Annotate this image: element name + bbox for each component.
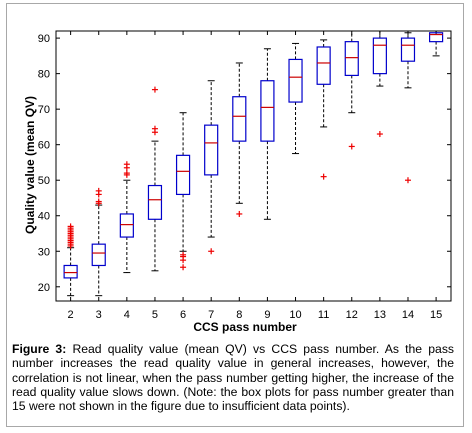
box-iqr: [232, 96, 247, 142]
box-14: [400, 32, 416, 184]
outlier-mark: [376, 131, 383, 138]
y-tick-label: 60: [38, 140, 50, 152]
x-tick-label: 13: [374, 309, 386, 321]
y-tick-label: 70: [38, 104, 50, 116]
outlier-mark: [208, 248, 215, 255]
outlier-mark: [180, 264, 187, 271]
x-tick-label: 4: [124, 309, 130, 321]
box-iqr: [119, 213, 134, 238]
x-tick-label: 5: [152, 309, 158, 321]
box-plot-chart: 20 30 40 50 60 70 80 90 2 3 4 5 6 7 8 9 10 11 12 13 14 15 CC…: [23, 30, 452, 334]
plot-area: [55, 30, 452, 302]
box-2: [63, 223, 78, 297]
box-iqr: [147, 184, 163, 220]
box-iqr: [63, 264, 78, 279]
outlier-mark: [320, 173, 327, 180]
box-9: [260, 48, 275, 220]
outlier-mark: [348, 143, 355, 150]
outlier-mark: [123, 170, 130, 177]
y-tick-label: 40: [38, 211, 50, 223]
box-iqr: [204, 124, 219, 176]
caption-label: Figure 3:: [12, 342, 67, 356]
x-tick-label: 6: [180, 309, 186, 321]
box-4: [119, 161, 134, 274]
box-iqr: [175, 154, 191, 196]
y-tick-label: 20: [38, 282, 50, 294]
outlier-mark: [67, 223, 74, 230]
box-5: [147, 86, 163, 272]
outlier-mark: [151, 125, 158, 132]
box-iqr: [316, 46, 331, 85]
x-tick-label: 3: [96, 309, 102, 321]
figure-caption: Figure 3: Read quality value (mean QV) v…: [12, 342, 454, 413]
box-iqr: [91, 243, 106, 267]
outlier-mark: [95, 187, 102, 194]
x-tick-label: 14: [402, 309, 414, 321]
box-iqr: [428, 32, 444, 43]
y-tick-label: 80: [38, 69, 50, 81]
x-tick-label: 2: [68, 309, 74, 321]
box-10: [288, 42, 303, 155]
y-tick-label: 50: [38, 175, 50, 187]
box-11: [316, 39, 331, 180]
y-tick-label: 30: [38, 246, 50, 258]
box-15: [428, 30, 444, 57]
box-iqr: [400, 37, 416, 62]
x-tick-label: 9: [264, 309, 270, 321]
outlier-mark: [180, 251, 187, 258]
x-axis-label: CCS pass number: [193, 320, 297, 334]
y-axis-label: Quality value (mean QV): [23, 96, 37, 234]
box-6: [175, 112, 191, 271]
x-tick-label: 11: [318, 309, 329, 321]
x-tick-label: 8: [236, 309, 242, 321]
figure-panel: [6, 3, 464, 427]
outlier-mark: [404, 177, 411, 184]
box-iqr: [288, 58, 303, 103]
y-tick-label: 90: [38, 33, 50, 45]
box-iqr: [344, 41, 359, 77]
outlier-mark: [123, 161, 130, 168]
x-tick-label: 7: [208, 309, 214, 321]
box-3: [91, 187, 106, 297]
caption-text: Read quality value (mean QV) vs CCS pass…: [12, 342, 455, 414]
box-12: [344, 30, 359, 150]
box-iqr: [372, 37, 387, 75]
box-7: [204, 80, 219, 255]
outlier-mark: [95, 198, 102, 205]
box-13: [372, 30, 387, 138]
x-tick-label: 10: [289, 309, 301, 321]
outlier-mark: [236, 210, 243, 217]
x-tick-label: 12: [346, 309, 358, 321]
x-tick-label: 15: [430, 309, 442, 321]
box-iqr: [260, 80, 275, 142]
box-8: [232, 62, 247, 217]
outlier-mark: [151, 86, 158, 93]
